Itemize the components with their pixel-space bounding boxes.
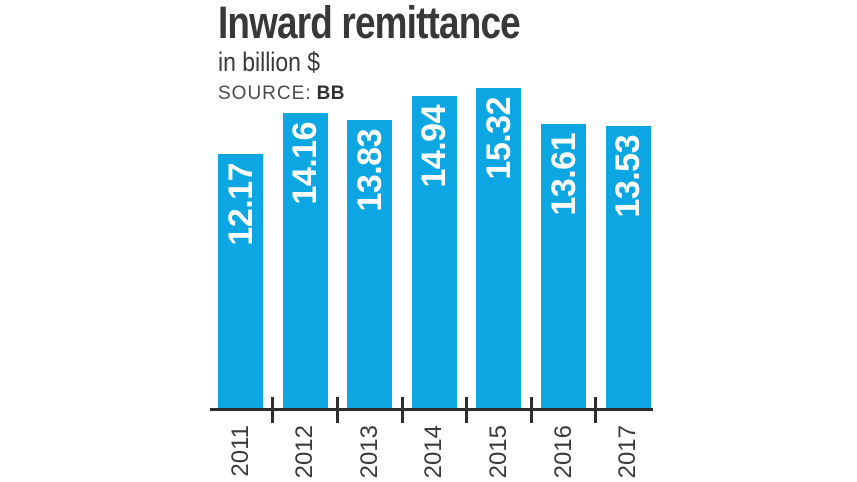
bar-2017 bbox=[605, 125, 651, 410]
bar-2014 bbox=[411, 96, 457, 410]
bar-value-label: 15.32 bbox=[479, 97, 518, 180]
bar-value-label: 13.53 bbox=[609, 134, 648, 218]
x-axis-year-label: 2012 bbox=[291, 425, 319, 479]
x-axis-year-label: 2015 bbox=[484, 425, 512, 479]
bar-2011 bbox=[218, 154, 263, 410]
source-label: SOURCE: bbox=[218, 83, 312, 104]
x-axis-year-label: 2011 bbox=[226, 425, 254, 477]
x-axis-year-label: 2017 bbox=[614, 425, 642, 479]
bar-2015 bbox=[476, 88, 522, 410]
bar-value-label: 13.83 bbox=[350, 128, 389, 212]
source-value: BB bbox=[316, 83, 346, 104]
x-axis-year-label: 2014 bbox=[420, 425, 448, 479]
chart-source: SOURCE: BB bbox=[218, 83, 586, 105]
bar-value-label: 14.94 bbox=[415, 105, 454, 188]
x-axis-year-label: 2013 bbox=[355, 425, 383, 479]
bar-2016 bbox=[541, 124, 586, 410]
bar-value-label: 14.16 bbox=[286, 121, 325, 205]
x-axis-year-label: 2016 bbox=[549, 425, 577, 479]
chart-title: Inward remittance bbox=[218, 0, 521, 48]
chart-header: Inward remittance in billion $ SOURCE: BB bbox=[218, 0, 586, 105]
chart-subtitle: in billion $ bbox=[218, 47, 321, 77]
bar-value-label: 13.61 bbox=[544, 133, 583, 216]
bar-2013 bbox=[347, 119, 393, 410]
x-axis-line bbox=[210, 408, 653, 411]
bar-value-label: 12.17 bbox=[221, 163, 260, 247]
bar-2012 bbox=[282, 112, 328, 410]
